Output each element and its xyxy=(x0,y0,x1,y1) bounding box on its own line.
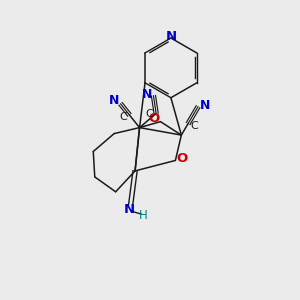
Text: N: N xyxy=(109,94,119,107)
Text: O: O xyxy=(176,152,188,166)
Text: C: C xyxy=(146,109,153,118)
Text: C: C xyxy=(191,122,199,131)
Text: O: O xyxy=(148,112,160,125)
Text: C: C xyxy=(119,112,127,122)
Text: N: N xyxy=(165,30,176,43)
Text: H: H xyxy=(139,209,148,222)
Text: N: N xyxy=(200,99,210,112)
Text: N: N xyxy=(124,203,135,216)
Text: N: N xyxy=(142,88,152,101)
